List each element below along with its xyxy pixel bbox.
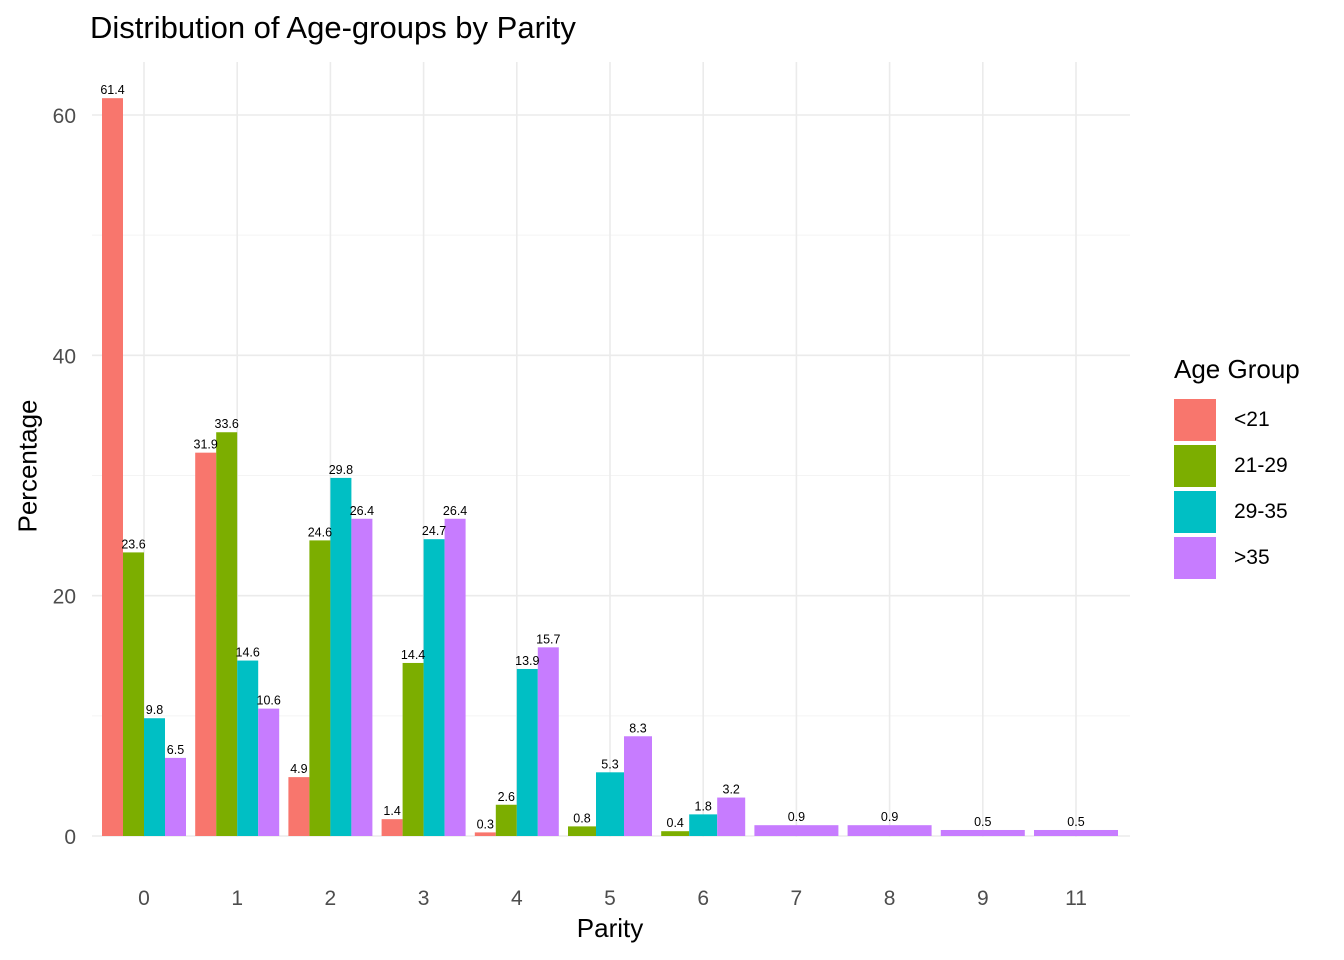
- bar: [754, 825, 839, 836]
- y-tick-label: 0: [64, 826, 76, 849]
- x-axis-title: Parity: [576, 913, 644, 943]
- bar: [940, 829, 1025, 836]
- bar-value-label: 24.6: [308, 525, 332, 539]
- bar-value-label: 29.8: [329, 463, 353, 477]
- bar: [216, 432, 238, 836]
- bar: [568, 826, 596, 836]
- bar-value-label: 15.7: [536, 632, 560, 646]
- y-axis-title: Percentage: [12, 399, 43, 533]
- bar-value-label: 23.6: [121, 537, 145, 551]
- bar-value-label: 5.3: [601, 757, 618, 771]
- bar-value-label: 8.3: [629, 721, 646, 735]
- bar: [288, 777, 310, 836]
- bar: [237, 660, 259, 836]
- bar: [1034, 829, 1118, 836]
- y-tick-label: 20: [53, 586, 76, 609]
- bar-value-label: 14.6: [236, 646, 260, 660]
- y-tick-label: 60: [53, 105, 76, 128]
- bar-value-label: 1.4: [383, 804, 400, 818]
- bar: [661, 831, 690, 836]
- bar: [596, 772, 624, 836]
- x-tick-label: 9: [977, 887, 989, 910]
- bar: [351, 518, 373, 836]
- x-tick-label: 3: [418, 887, 430, 910]
- bar: [847, 825, 932, 836]
- legend-swatch: [1174, 445, 1216, 487]
- bar-value-label: 26.4: [350, 504, 374, 518]
- bar-value-label: 0.8: [573, 811, 590, 825]
- bars: [102, 98, 1118, 837]
- bar-value-label: 0.9: [788, 810, 805, 824]
- bar-value-label: 14.4: [401, 648, 425, 662]
- bar-value-label: 24.7: [422, 524, 446, 538]
- x-tick-label: 7: [791, 887, 803, 910]
- bar: [102, 98, 123, 837]
- bar-value-label: 9.8: [146, 703, 163, 717]
- bar-value-label: 0.9: [881, 810, 898, 824]
- x-tick-label: 8: [884, 887, 896, 910]
- bar: [195, 452, 217, 836]
- bar-value-label: 4.9: [290, 762, 307, 776]
- bar: [689, 814, 718, 836]
- bar: [144, 718, 165, 836]
- bar: [123, 552, 144, 836]
- bar: [258, 708, 280, 836]
- grid: [92, 62, 1130, 837]
- bar-value-label: 2.6: [498, 790, 515, 804]
- bar-value-label: 0.4: [667, 816, 684, 830]
- legend-item-21-29: 21-29: [1174, 443, 1300, 489]
- legend: Age Group <21 21-29 29-35 >35: [1174, 354, 1300, 581]
- bar-value-label: 0.5: [1067, 815, 1084, 829]
- legend-swatch: [1174, 537, 1216, 579]
- bar-value-label: 10.6: [257, 694, 281, 708]
- bar: [474, 832, 496, 836]
- data-labels: 61.4 23.6 9.8 6.5 31.9 33.6 14.6 10.6 4.9 24.6 29.…: [100, 83, 1084, 831]
- bar: [537, 647, 559, 836]
- legend-item-gt35: >35: [1174, 535, 1300, 581]
- bar: [381, 819, 403, 836]
- y-axis-ticks: 0 20 40 60: [53, 105, 76, 849]
- legend-item-29-35: 29-35: [1174, 489, 1300, 535]
- bar: [495, 804, 517, 836]
- bar-value-label: 26.4: [443, 504, 467, 518]
- bar-value-label: 0.5: [974, 815, 991, 829]
- x-tick-label: 6: [697, 887, 709, 910]
- bar: [624, 736, 652, 836]
- bar: [309, 540, 331, 836]
- bar-value-label: 33.6: [215, 417, 239, 431]
- x-tick-label: 11: [1065, 887, 1087, 910]
- y-tick-label: 40: [53, 345, 76, 368]
- bar-value-label: 0.3: [477, 817, 494, 831]
- legend-swatch: [1174, 491, 1216, 533]
- bar-value-label: 6.5: [167, 743, 184, 757]
- x-tick-label: 5: [604, 887, 616, 910]
- x-tick-label: 2: [325, 887, 337, 910]
- bar-value-label: 61.4: [100, 83, 124, 97]
- bar: [423, 539, 445, 836]
- bar-value-label: 13.9: [515, 654, 539, 668]
- legend-label: >35: [1234, 546, 1270, 569]
- bar-value-label: 3.2: [723, 783, 740, 797]
- bar: [165, 757, 186, 836]
- legend-swatch: [1174, 399, 1216, 441]
- legend-label: 29-35: [1234, 500, 1288, 523]
- x-tick-label: 4: [511, 887, 523, 910]
- legend-item-lt21: <21: [1174, 397, 1300, 443]
- bar: [330, 477, 352, 836]
- legend-label: 21-29: [1234, 454, 1288, 477]
- chart-title: Distribution of Age-groups by Parity: [90, 10, 576, 45]
- legend-title: Age Group: [1174, 354, 1300, 384]
- bar: [717, 797, 746, 836]
- bar: [516, 668, 538, 836]
- bar-value-label: 31.9: [194, 438, 218, 452]
- bar: [402, 662, 424, 836]
- x-tick-label: 1: [231, 887, 243, 910]
- x-tick-label: 0: [138, 887, 150, 910]
- bar: [444, 518, 466, 836]
- bar-value-label: 1.8: [695, 799, 712, 813]
- x-axis-ticks: 0 1 2 3 4 5 6 7 8 9 11: [138, 887, 1087, 910]
- legend-label: <21: [1234, 408, 1270, 431]
